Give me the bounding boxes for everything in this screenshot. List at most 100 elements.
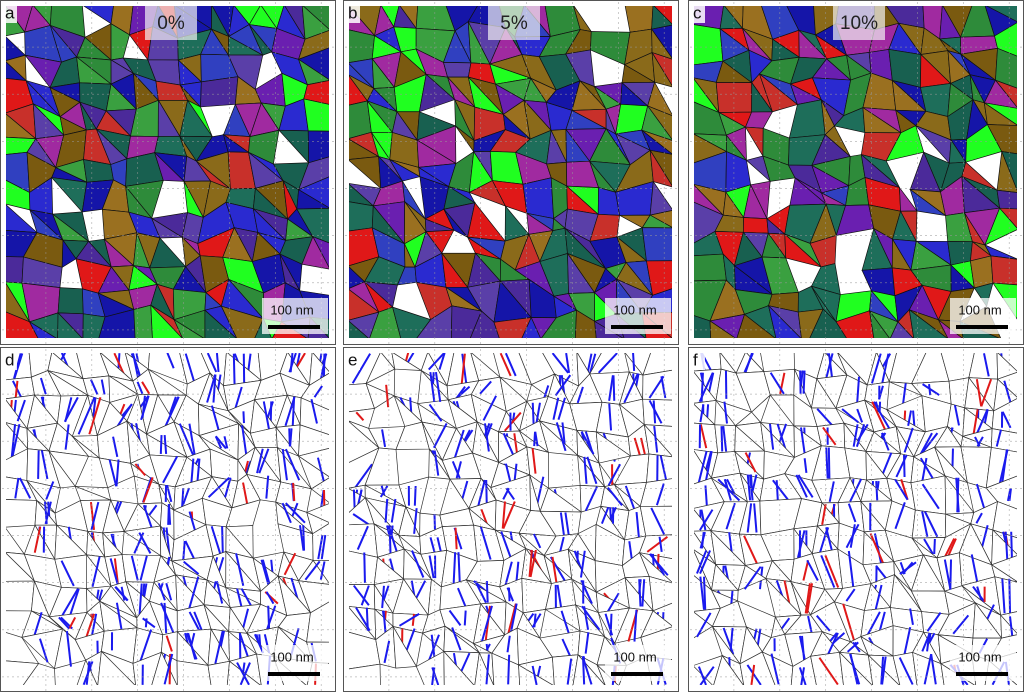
twin-boundary [635, 511, 640, 539]
twin-boundary [533, 533, 542, 549]
panel-title: 0% [157, 13, 185, 34]
twin-boundary [40, 450, 49, 480]
twin-boundary [852, 424, 859, 447]
twin-boundary [624, 485, 636, 510]
grain-map [694, 353, 1017, 685]
twin-boundary [499, 353, 512, 377]
grain [474, 651, 494, 685]
grain [298, 424, 329, 457]
grain-map [349, 6, 672, 338]
twin-boundary [652, 400, 657, 424]
twin-boundary [413, 485, 417, 506]
twin-boundary [18, 477, 32, 499]
twin-boundary [479, 380, 492, 395]
twin-boundary [750, 664, 756, 685]
grain [996, 189, 1017, 210]
twin-boundary [241, 425, 248, 459]
twin-boundary [299, 525, 305, 551]
twin-boundary [847, 503, 857, 523]
twin-boundary [653, 425, 659, 453]
grain [349, 663, 381, 685]
twin-boundary [769, 372, 785, 395]
grain [994, 22, 1017, 57]
twin-boundary [898, 657, 914, 685]
twin-boundary [236, 662, 250, 685]
twin-boundary [281, 502, 292, 524]
twin-boundary [507, 654, 511, 685]
twin-boundary [659, 455, 668, 482]
twin-boundary [134, 463, 146, 477]
twin-boundary [554, 374, 572, 397]
grain [470, 310, 500, 338]
title-bg [833, 6, 885, 40]
twin-boundary [39, 377, 47, 395]
twin-boundary [826, 632, 839, 656]
panel-title: 5% [500, 13, 528, 34]
twin-boundary [699, 424, 708, 449]
twin-boundary [806, 583, 814, 614]
grain [369, 306, 402, 338]
twin-boundary [852, 641, 861, 653]
grain [72, 436, 101, 459]
twin-boundary [970, 554, 979, 585]
grain [365, 382, 395, 409]
grain [298, 156, 329, 191]
twin-boundary [607, 463, 622, 486]
twin-boundary [975, 379, 983, 407]
twin-boundary [697, 666, 707, 685]
twin-boundary [528, 550, 533, 577]
twin-boundary [880, 432, 890, 451]
twin-boundary [975, 408, 989, 436]
twin-boundary [385, 384, 390, 408]
twin-boundary [159, 435, 163, 454]
twin-boundary [849, 653, 861, 685]
twin-boundary [474, 580, 487, 604]
twin-boundary [919, 457, 936, 483]
grain [713, 654, 744, 685]
label-bg [3, 3, 17, 23]
scale-bar-label: 100 nm [270, 302, 313, 317]
grain [522, 177, 554, 219]
twin-boundary [139, 629, 153, 662]
grain [624, 6, 654, 33]
twin-boundary [776, 423, 787, 450]
twin-boundary [265, 605, 277, 633]
twin-boundary [847, 550, 855, 587]
twin-boundary [921, 457, 928, 482]
twin-boundary [921, 632, 931, 652]
grain [995, 47, 1017, 89]
twin-boundary [215, 353, 220, 373]
twin-boundary [743, 535, 759, 565]
twin-boundary [207, 476, 230, 498]
grain [204, 309, 237, 338]
twin-boundary [390, 498, 397, 523]
twin-boundary [845, 588, 856, 602]
twin-boundary [120, 586, 126, 601]
twin-boundary [559, 512, 565, 535]
twin-boundary [871, 401, 887, 431]
twin-boundary [142, 504, 154, 531]
twin-boundary [438, 353, 446, 370]
twin-boundary [61, 588, 79, 616]
twin-boundary [183, 560, 200, 575]
twin-boundary [90, 613, 98, 639]
twin-boundary [281, 448, 288, 481]
twin-boundary [142, 617, 156, 629]
twin-boundary [746, 664, 762, 685]
twin-boundary [284, 448, 301, 481]
twin-boundary [60, 560, 75, 587]
twin-boundary [871, 353, 882, 384]
twin-boundary [825, 447, 829, 479]
twin-boundary [607, 486, 623, 507]
twin-boundary [239, 662, 251, 685]
twin-boundary [804, 583, 811, 614]
grain [392, 626, 417, 669]
twin-boundary [160, 602, 175, 634]
twin-boundary [697, 450, 708, 483]
grain [518, 664, 554, 685]
twin-boundary [566, 658, 573, 685]
grain [694, 253, 727, 282]
grain [82, 313, 106, 338]
twin-boundary [849, 524, 856, 548]
twin-boundary [827, 447, 831, 479]
